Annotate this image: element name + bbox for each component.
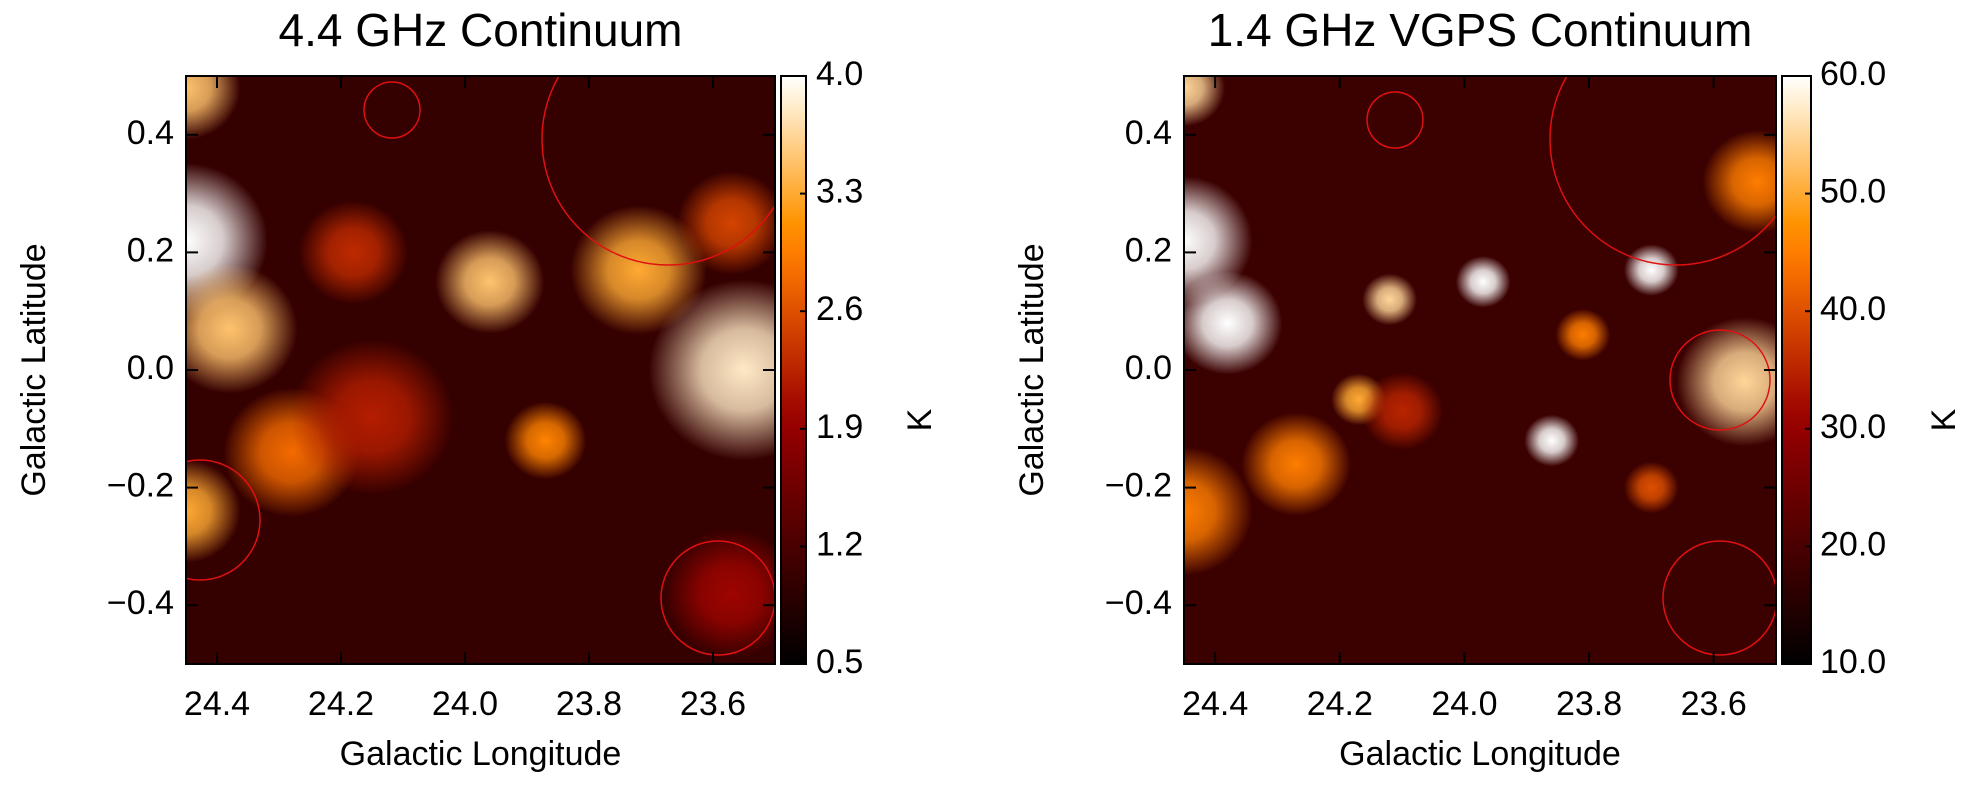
panel: 1.4 GHz VGPS Continuum 24.4 24.2 24.0 23.8 23… xyxy=(1013,4,1963,773)
plot-area xyxy=(186,76,775,664)
source xyxy=(1184,446,1253,576)
colorbar-label: K xyxy=(901,408,939,431)
x-axis-label: Galactic Longitude xyxy=(1339,735,1621,773)
colorbar-tick-label: 30.0 xyxy=(1820,408,1886,446)
plot-area xyxy=(1184,76,1776,664)
region-marker xyxy=(660,540,775,656)
colorbar-tick-label: 0.5 xyxy=(816,643,863,681)
source xyxy=(298,200,408,305)
colorbar xyxy=(780,75,807,665)
x-tick-label: 24.0 xyxy=(432,685,498,723)
x-tick-label: 24.2 xyxy=(308,685,374,723)
x-tick-label: 24.2 xyxy=(1307,685,1373,723)
y-tick-label: 0.4 xyxy=(1125,114,1172,152)
source xyxy=(1360,372,1444,450)
colorbar-tick-label: 40.0 xyxy=(1820,290,1886,328)
y-tick-label: 0.4 xyxy=(127,114,174,152)
source xyxy=(1524,414,1580,467)
y-axis-label: Galactic Latitude xyxy=(15,243,53,496)
colorbar-tick-label: 50.0 xyxy=(1820,173,1886,211)
y-tick-label: −0.2 xyxy=(1105,467,1172,505)
source xyxy=(1623,461,1679,514)
source xyxy=(1623,244,1679,296)
y-tick-label: 0.0 xyxy=(127,349,174,387)
y-axis-label: Galactic Latitude xyxy=(1013,243,1051,496)
source xyxy=(677,171,775,275)
colorbar-tick-label: 3.3 xyxy=(816,173,863,211)
source xyxy=(663,528,775,659)
source xyxy=(186,76,241,140)
y-tick-label: −0.4 xyxy=(1105,584,1172,622)
colorbar-tick-label: 1.9 xyxy=(816,408,863,446)
source xyxy=(1455,255,1511,308)
x-tick-label: 24.4 xyxy=(1182,685,1248,723)
colorbar-tick-label: 4.0 xyxy=(816,55,863,93)
colorbar-tick-label: 10.0 xyxy=(1820,643,1886,681)
chart-title: 1.4 GHz VGPS Continuum xyxy=(1208,4,1753,56)
source xyxy=(1241,412,1352,516)
y-tick-label: 0.0 xyxy=(1125,349,1172,387)
region-marker xyxy=(186,459,261,581)
colorbar-tick-label: 60.0 xyxy=(1820,55,1886,93)
colorbar-tick-label: 1.2 xyxy=(816,525,863,563)
region-marker xyxy=(1669,329,1771,431)
source xyxy=(435,230,545,334)
colorbar-tick-label: 2.6 xyxy=(816,290,863,328)
chart-title: 4.4 GHz Continuum xyxy=(279,4,683,56)
x-tick-label: 24.0 xyxy=(1431,685,1497,723)
colorbar-tick-label: 20.0 xyxy=(1820,525,1886,563)
y-tick-label: 0.2 xyxy=(127,231,174,269)
source xyxy=(570,205,707,335)
source xyxy=(186,264,298,394)
colorbar xyxy=(1781,75,1812,665)
y-tick-label: 0.2 xyxy=(1125,231,1172,269)
colorbar-label: K xyxy=(1925,408,1963,431)
region-marker xyxy=(1366,91,1424,149)
source xyxy=(1184,76,1226,127)
source xyxy=(504,401,587,480)
x-tick-label: 23.6 xyxy=(1681,685,1747,723)
source xyxy=(1184,271,1283,375)
source xyxy=(648,279,775,461)
source xyxy=(1362,273,1418,326)
x-tick-label: 23.8 xyxy=(1556,685,1622,723)
background xyxy=(1184,76,1776,664)
region-marker xyxy=(1549,76,1776,266)
panel: 4.4 GHz Continuum 24.4 24.2 24.0 23.8 23.6 −0.… xyxy=(15,4,939,773)
source xyxy=(1676,317,1776,447)
x-tick-label: 23.8 xyxy=(556,685,622,723)
source xyxy=(1555,308,1611,361)
region-marker xyxy=(541,76,775,266)
source xyxy=(290,339,454,495)
y-tick-label: −0.4 xyxy=(107,584,174,622)
y-tick-label: −0.2 xyxy=(107,467,174,505)
x-tick-label: 24.4 xyxy=(184,685,250,723)
source xyxy=(1702,130,1776,234)
region-marker xyxy=(1662,540,1776,656)
region-marker xyxy=(363,81,421,139)
source xyxy=(186,459,241,563)
x-tick-label: 23.6 xyxy=(680,685,746,723)
x-axis-label: Galactic Longitude xyxy=(340,735,622,773)
